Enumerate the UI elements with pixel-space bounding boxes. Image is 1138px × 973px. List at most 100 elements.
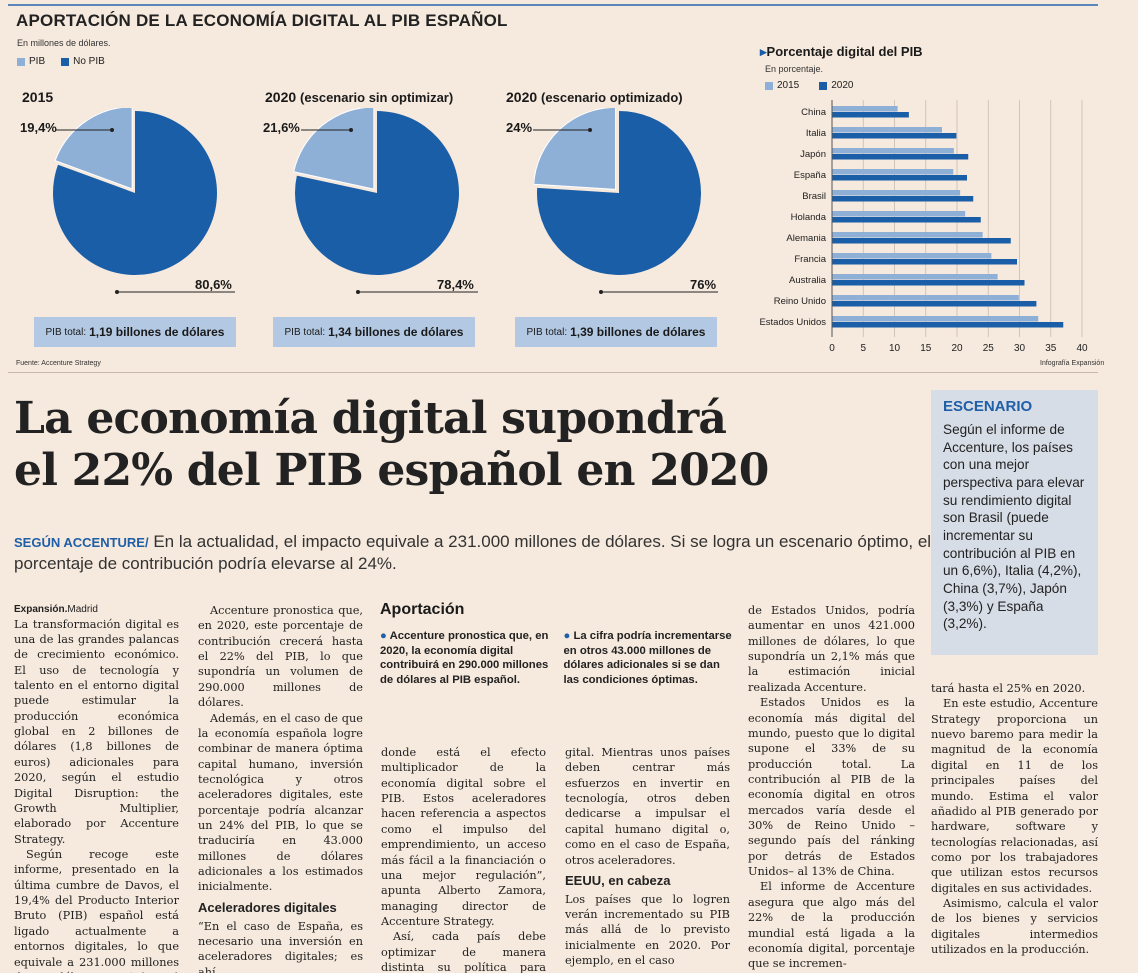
column-4: gital. Mientras unos países deben centra…: [565, 746, 730, 967]
bar-2020: [832, 196, 974, 202]
pie-nopib-pct: 76%: [690, 277, 717, 292]
pie-total-box: PIB total: 1,19 billones de dólares: [34, 317, 236, 347]
pie-pib-pct: 19,4%: [20, 120, 57, 135]
bar-2015: [832, 127, 942, 133]
credit-note: Infografía Expansión: [1040, 360, 1105, 367]
x-tick-label: 35: [1045, 343, 1057, 354]
legend-label-2015: 2015: [777, 80, 800, 91]
pie-pib-pct: 24%: [506, 120, 533, 135]
pie-slice-nopib: [52, 111, 217, 275]
pie-total-box: PIB total: 1,34 billones de dólares: [273, 317, 475, 347]
pie-total-box: PIB total: 1,39 billones de dólares: [515, 317, 717, 347]
bar-2015: [832, 106, 898, 112]
bullet-2: La cifra podría incrementarse en otros 4…: [563, 630, 732, 687]
category-label: Holanda: [791, 212, 827, 223]
column-1: Expansión.Madrid La transformación digit…: [14, 604, 179, 973]
bar-2020: [832, 133, 957, 139]
pie-legend: PIB No PIB: [17, 56, 105, 67]
bar-2020: [832, 238, 1011, 244]
pie-pib-pct: 21,6%: [263, 120, 300, 135]
x-tick-label: 30: [1014, 343, 1026, 354]
column-2: Accenture pronostica que, en 2020, este …: [198, 604, 363, 973]
bar-2015: [832, 211, 966, 217]
infographic-units: En millones de dólares.: [17, 38, 111, 48]
bar-2020: [832, 259, 1017, 265]
pie-leaders-2020a: [301, 128, 478, 294]
legend-swatch-nopib: [61, 57, 70, 66]
bar-2015: [832, 169, 954, 175]
pie-title-2020b: 2020 (escenario optimizado): [506, 89, 683, 105]
legend-label-nopib: No PIB: [73, 56, 105, 67]
bar-2020: [832, 322, 1064, 328]
x-tick-label: 5: [860, 343, 866, 354]
x-tick-label: 20: [951, 343, 963, 354]
bar-chart-units: En porcentaje.: [765, 64, 824, 74]
sidebar-text: Según el informe de Accenture, los paíse…: [943, 422, 1085, 632]
bar-2020: [832, 112, 909, 118]
bar-2015: [832, 253, 992, 259]
pie-slice-nopib: [537, 111, 701, 275]
legend-label-pib: PIB: [29, 56, 46, 67]
category-label: Italia: [806, 128, 827, 139]
legend-swatch-pib: [17, 57, 25, 66]
pie-leaders-2020b: [533, 128, 718, 294]
category-label: Estados Unidos: [759, 317, 826, 328]
top-rule: [8, 4, 1098, 6]
bar-2020: [832, 175, 967, 181]
source-note: Fuente: Accenture Strategy: [16, 360, 101, 367]
bar-2020: [832, 280, 1025, 286]
pie-title-2015: 2015: [22, 89, 54, 105]
pie-chart-2020b: [534, 108, 701, 275]
bar-chart: 0 5 10 15 20 25 30 35 40 China Italia Japón España Br…: [759, 100, 1088, 354]
category-label: Australia: [789, 275, 827, 286]
x-tick-label: 10: [889, 343, 901, 354]
bar-chart-title: ▸Porcentaje digital del PIB: [760, 44, 923, 59]
col4-subhead: EEUU, en cabeza: [565, 872, 671, 888]
category-label: Brasil: [802, 191, 826, 202]
section-divider: [8, 372, 1098, 373]
sidebar-title: ESCENARIO: [943, 398, 1033, 415]
x-tick-label: 40: [1076, 343, 1088, 354]
column-5: de Estados Unidos, podría aumentar en un…: [748, 604, 915, 971]
bar-2020: [832, 217, 981, 223]
legend-label-2020: 2020: [831, 80, 854, 91]
bar-2015: [832, 232, 983, 238]
aportacion-title: Aportación: [380, 601, 465, 618]
bar-2015: [832, 316, 1039, 322]
bar-2015: [832, 190, 961, 196]
pie-chart-2020a: [293, 108, 459, 275]
bullet-1: Accenture pronostica que, en 2020, la ec…: [380, 630, 549, 687]
pie-slice-pib: [293, 108, 375, 190]
legend-swatch-2015: [765, 81, 773, 90]
category-label: Japón: [800, 149, 826, 160]
category-label: España: [794, 170, 827, 181]
pie-nopib-pct: 80,6%: [195, 277, 232, 292]
x-tick-label: 0: [829, 343, 835, 354]
bar-legend: 2015 2020: [765, 80, 854, 91]
subhead-text: En la actualidad, el impacto equivale a …: [14, 532, 932, 574]
headline: La economía digital supondrá el 22% del …: [14, 393, 769, 496]
pie-slice-nopib: [295, 111, 459, 275]
column-6: tará hasta el 25% en 2020. En este estud…: [931, 682, 1098, 957]
category-label: Reino Unido: [774, 296, 826, 307]
kicker: SEGÚN ACCENTURE/: [14, 535, 149, 550]
pie-leaders-2015: [56, 128, 235, 294]
legend-swatch-2020: [819, 81, 828, 90]
x-tick-label: 25: [983, 343, 995, 354]
category-label: Alemania: [786, 233, 826, 244]
infographic-title: APORTACIÓN DE LA ECONOMÍA DIGITAL AL PIB…: [16, 11, 508, 30]
bar-2020: [832, 154, 969, 160]
column-3: donde está el efecto multiplicador de la…: [381, 746, 546, 973]
sidebar-box: ESCENARIO Según el informe de Accenture,…: [931, 390, 1098, 655]
aportacion-box: Aportación ● Accenture pronostica que, e…: [380, 601, 735, 688]
pie-nopib-pct: 78,4%: [437, 277, 474, 292]
bar-2015: [832, 295, 1019, 301]
category-label: Francia: [794, 254, 826, 265]
pie-title-2020a: 2020 (escenario sin optimizar): [265, 89, 454, 105]
category-label: China: [801, 107, 827, 118]
bar-2015: [832, 148, 954, 154]
bar-2015: [832, 274, 998, 280]
subhead: SEGÚN ACCENTURE/ En la actualidad, el im…: [14, 531, 934, 575]
col2-subhead: Aceleradores digitales: [198, 899, 337, 915]
bar-2020: [832, 301, 1037, 307]
